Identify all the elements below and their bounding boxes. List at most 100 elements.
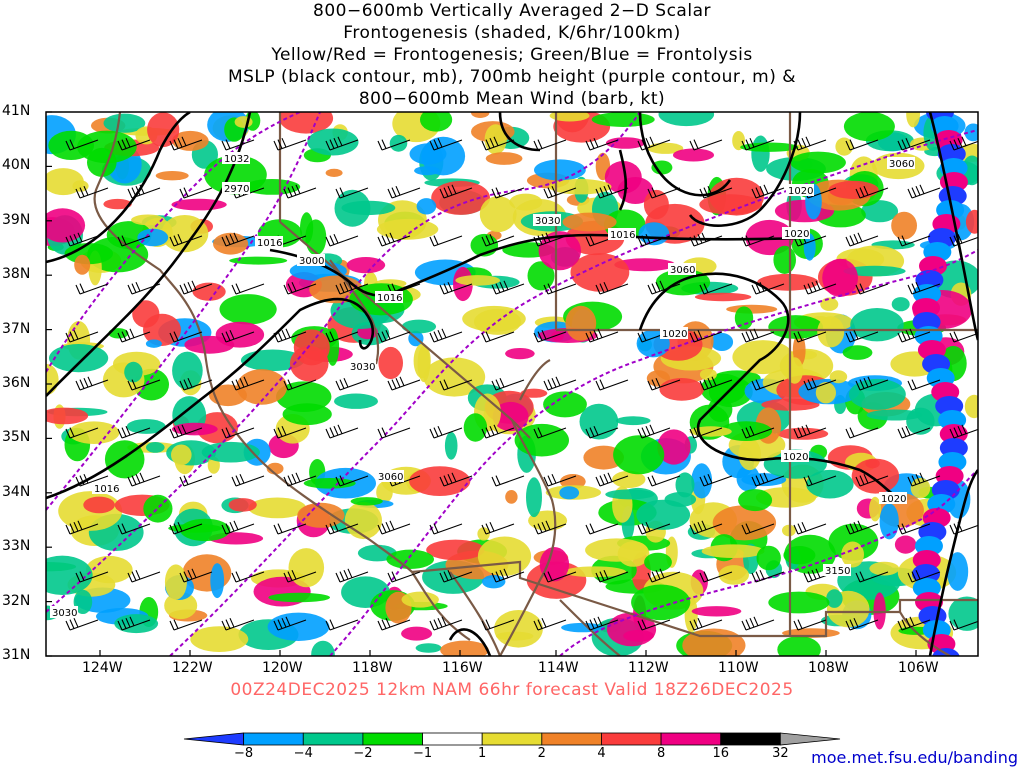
frontogenesis-cell: [401, 626, 433, 641]
frontogenesis-cell: [527, 261, 555, 291]
baja-coast: [449, 571, 502, 656]
frontogenesis-cell: [826, 589, 843, 608]
wind-barb: [231, 376, 265, 391]
frontogenesis-cell: [815, 382, 837, 404]
wind-barb: [429, 235, 463, 247]
wind-barb: [231, 283, 265, 295]
frontogenesis-cell: [180, 518, 231, 542]
frontogenesis-cell: [479, 196, 517, 233]
wind-barb: [179, 280, 213, 295]
wind-barb: [169, 619, 203, 631]
wind-barb: [689, 139, 723, 151]
wind-barb: [65, 617, 99, 631]
height-label: 3000: [297, 254, 325, 267]
wind-barb: [533, 232, 567, 247]
wind-barb: [699, 473, 733, 487]
frontogenesis-cell: [718, 565, 749, 585]
wind-barb: [439, 472, 473, 487]
lon-label: 122W: [172, 660, 213, 676]
frontogenesis-cell: [891, 297, 910, 312]
colorado-river: [499, 419, 557, 656]
wind-barb: [741, 137, 775, 151]
frontogenesis-cell: [171, 422, 218, 436]
frontogenesis-cell: [894, 535, 917, 554]
wind-barb: [127, 281, 161, 295]
wind-barb: [845, 139, 879, 151]
frontogenesis-cell: [740, 142, 799, 152]
wind-barb: [949, 136, 978, 151]
wind-barb: [543, 185, 577, 199]
frontogenesis-cell: [505, 348, 535, 360]
wind-barb: [377, 329, 411, 343]
colorbar-swatch: [243, 732, 304, 746]
frontogenesis-cell: [46, 555, 93, 595]
svg-text:1020: 1020: [662, 329, 687, 340]
wind-barb: [429, 137, 463, 151]
wind-barb: [491, 568, 525, 583]
frontogenesis-cell: [912, 298, 941, 318]
frontogenesis-cell: [293, 329, 330, 366]
colorbar-label: 32: [772, 746, 789, 761]
lon-label: 106W: [898, 660, 939, 676]
wind-barb: [179, 568, 213, 583]
wind-barb: [907, 472, 941, 487]
frontogenesis-cell: [841, 541, 864, 568]
credit-link[interactable]: moe.met.fsu.edu/banding: [811, 748, 1018, 767]
frontogenesis-cell: [485, 152, 523, 165]
wind-barb: [75, 185, 109, 199]
wind-barb: [907, 379, 941, 391]
wind-barb: [117, 425, 151, 439]
wind-barb: [637, 619, 671, 631]
wind-barb: [273, 523, 307, 535]
frontogenesis-cell: [305, 219, 327, 256]
wind-barb: [543, 473, 577, 487]
wind-barb: [377, 139, 411, 151]
wind-barb: [949, 424, 978, 439]
frontogenesis-cell: [817, 316, 845, 348]
wind-barb: [845, 232, 879, 247]
mslp-label: 1016: [255, 236, 283, 249]
frontogenesis-cell: [720, 421, 772, 441]
frontogenesis-cell: [416, 198, 437, 215]
frontogenesis-cell: [563, 566, 626, 578]
frontogenesis-cell: [549, 112, 590, 122]
wind-barb: [429, 616, 463, 631]
wind-barb: [325, 521, 359, 535]
colorbar-swatch: [481, 732, 543, 746]
frontogenesis-cell: [842, 345, 873, 360]
wind-barb: [481, 521, 515, 535]
frontogenesis-cell: [124, 361, 143, 383]
frontogenesis-cell: [570, 253, 630, 292]
wind-barb: [439, 569, 473, 583]
frontogenesis-cell: [777, 636, 821, 656]
lat-label: 32N: [2, 592, 31, 609]
wind-barb: [699, 571, 733, 583]
wind-barb: [595, 569, 629, 583]
frontogenesis-cell: [192, 282, 226, 301]
wind-barb: [481, 619, 515, 631]
frontogenesis-cell: [822, 258, 858, 297]
wind-barb: [387, 376, 421, 391]
wind-barb: [439, 184, 473, 199]
lat-label: 35N: [2, 429, 31, 446]
frontogenesis-cell: [835, 137, 853, 156]
mslp-label: 1016: [92, 482, 120, 495]
frontogenesis-cell: [613, 435, 665, 475]
frontogenesis-cell: [756, 545, 781, 571]
frontogenesis-cell: [828, 180, 879, 199]
svg-text:3030: 3030: [52, 608, 77, 619]
wind-barb: [65, 427, 99, 439]
lat-label: 39N: [2, 211, 31, 228]
frontogenesis-cell: [657, 429, 691, 465]
frontogenesis-cell: [783, 546, 816, 565]
frontogenesis-cell: [768, 591, 830, 614]
svg-text:1032: 1032: [224, 154, 249, 165]
wind-barb: [741, 616, 775, 631]
lat-label: 34N: [2, 483, 31, 500]
frontogenesis-cell: [675, 472, 695, 498]
colorbar-swatch: [779, 732, 841, 746]
colorbar-swatch: [541, 732, 602, 746]
frontogenesis-cell: [738, 489, 773, 512]
frontogenesis-cell: [591, 112, 655, 127]
frontogenesis-cell: [431, 180, 490, 215]
